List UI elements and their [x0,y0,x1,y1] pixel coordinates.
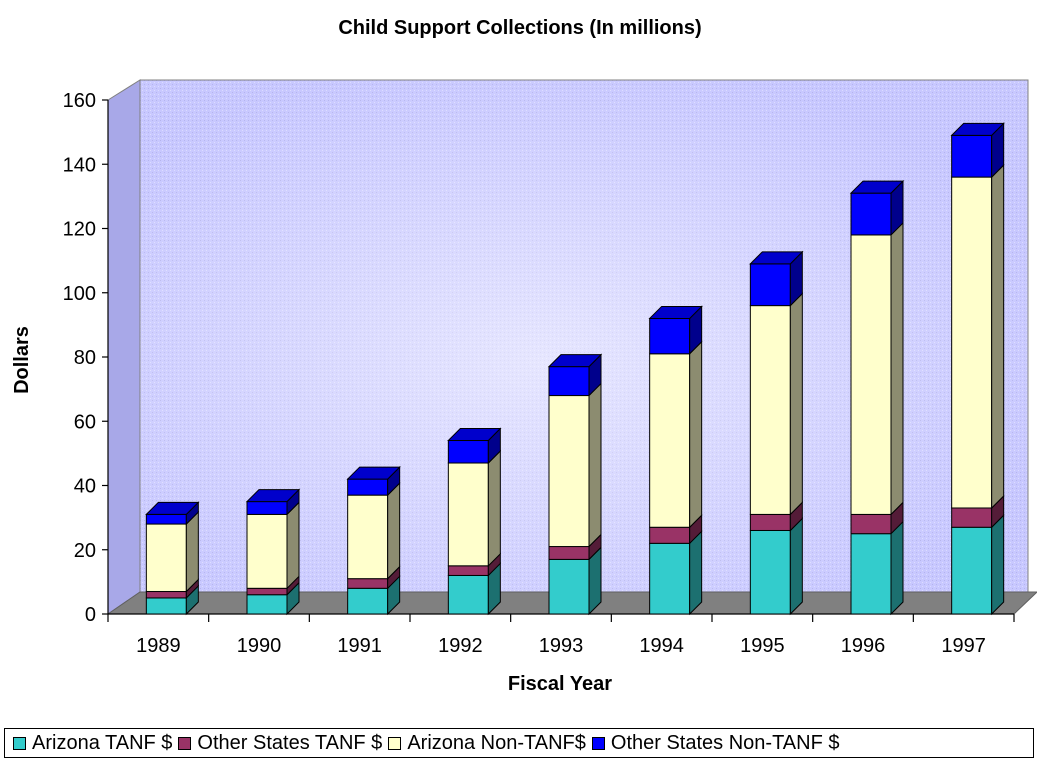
x-tick-label: 1990 [237,635,282,657]
y-tick-label: 60 [74,411,96,433]
legend-swatch-arizona-tanf [13,736,26,750]
legend-item-arizona-non-tanf: Arizona Non-TANF$ [388,732,586,755]
bar-segment [951,176,993,509]
x-tick-label: 1989 [136,635,181,657]
bar-segment [548,546,590,560]
legend-label-other-states-non-tanf: Other States Non-TANF $ [610,731,840,754]
x-tick-label: 1992 [438,635,483,657]
bar-segment [548,558,590,615]
bar-segment [447,565,489,576]
bar-segment-side [991,514,1005,616]
bar-segment-side [185,510,199,593]
y-tick-label: 120 [63,219,96,241]
bar-segment-side [286,501,300,590]
bar-segment [347,478,389,496]
y-tick-label: 140 [63,154,96,176]
x-axis-title: Fiscal Year [508,673,612,695]
bar-segment [145,591,187,599]
legend-label-arizona-tanf: Arizona TANF $ [32,731,173,754]
legend-swatch-other-states-non-tanf [591,736,605,750]
bar-top [145,501,200,515]
bar-segment [850,533,892,615]
bar-segment [347,494,389,580]
bar-segment [749,529,791,615]
bar-segment [447,574,489,615]
y-tick-label: 80 [74,347,96,369]
bar-segment [246,594,288,615]
bar-segment [347,587,389,615]
bar-segment [548,395,590,548]
bar-segment-side [689,340,703,529]
bar-segment [951,526,993,615]
legend-swatch-arizona-non-tanf [388,736,402,750]
y-tick-label: 0 [85,604,96,626]
x-tick-label: 1997 [941,635,986,657]
bar-segment-side [789,517,803,616]
bar-segment [649,526,691,544]
bar-segment [145,597,187,615]
bar-top [447,428,502,442]
bar-segment [951,134,993,178]
bar-top [547,354,603,368]
bar-top [346,466,401,480]
y-tick-label: 40 [74,476,96,498]
bar-segment [749,263,791,307]
y-axis-title: Dollars [11,326,33,394]
bar-segment [649,317,691,355]
bar-segment-side [890,520,904,616]
legend-label-arizona-non-tanf: Arizona Non-TANF$ [407,731,586,754]
chart-title: Child Support Collections (In millions) [338,17,701,39]
y-tick-label: 100 [63,283,96,305]
bar-top [245,489,301,503]
bars [145,122,1005,616]
bar-segment-side [387,481,401,580]
bar-segment [447,440,489,464]
bar-segment-side [890,221,904,516]
bar-segment [749,513,791,531]
bar-segment [548,366,590,397]
bar-segment-side [789,292,803,516]
legend-item-other-states-non-tanf: Other States Non-TANF $ [591,731,840,755]
y-ticks: 0 20 40 60 80 100 120 140 160 [63,90,108,626]
bar-segment [246,501,288,515]
bar-segment [850,192,892,236]
y-tick-label: 20 [74,540,96,562]
legend: Arizona TANF $ Other States TANF $ Arizo… [4,728,1034,758]
bar-segment [951,507,993,528]
bar-segment [447,462,489,567]
bar-segment-side [991,163,1005,510]
bar-segment-side [588,382,602,548]
x-ticks: 1989 1990 1991 1992 1993 1994 1995 1996 1997 [107,614,1015,657]
bar-segment [749,305,791,515]
legend-item-arizona-tanf: Arizona TANF $ [13,732,172,755]
bar-top [849,180,905,194]
bar-segment [145,513,187,525]
legend-label-other-states-tanf: Other States TANF $ [197,731,383,754]
bar-top [950,122,1005,136]
legend-swatch-other-states-tanf [178,736,192,750]
bar-segment-side [487,449,501,568]
x-tick-label: 1995 [740,635,785,657]
bar-segment [850,234,892,515]
y-tick-label: 160 [63,90,96,112]
bar-segment [246,513,288,589]
bar-segment [649,542,691,615]
legend-item-other-states-tanf: Other States TANF $ [178,732,382,755]
side-wall [107,79,141,615]
bar-segment-side [689,530,703,616]
bar-segment [649,353,691,528]
x-tick-label: 1993 [539,635,584,657]
x-tick-label: 1991 [337,635,382,657]
bar-top [749,251,804,265]
bar-segment [246,587,288,596]
bar-top [648,305,703,319]
x-tick-label: 1994 [639,635,684,657]
chart-plot: Child Support Collections (In millions) … [11,17,1037,695]
bar-segment [145,523,187,593]
bar-segment [347,578,389,589]
bar-segment [850,513,892,535]
x-tick-label: 1996 [841,635,886,657]
